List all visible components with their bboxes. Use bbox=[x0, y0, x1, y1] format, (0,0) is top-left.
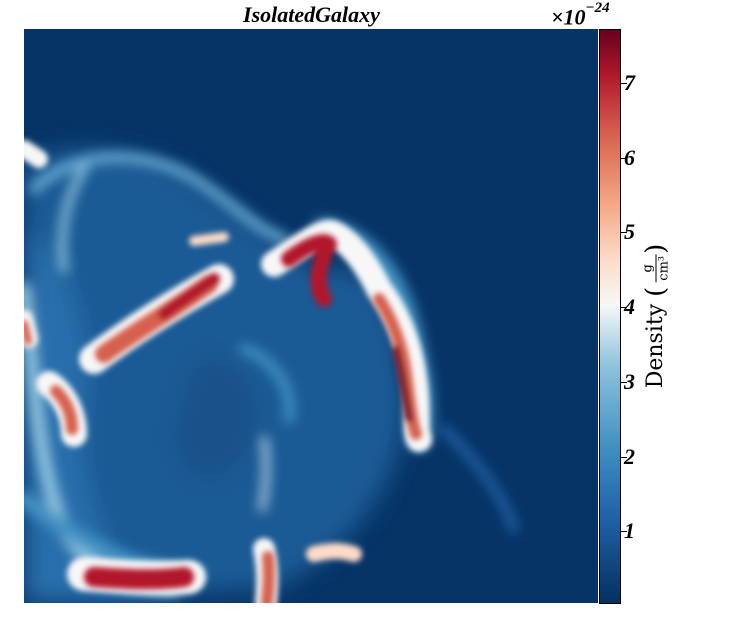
density-slice-image bbox=[24, 29, 598, 603]
colorbar-tick-2 bbox=[621, 457, 627, 458]
colorbar-multiplier: ×10−24 bbox=[551, 0, 610, 30]
colorbar-tick-5 bbox=[621, 232, 627, 233]
colorbar-tick-7 bbox=[621, 83, 627, 84]
unit-denominator: cm³ bbox=[656, 255, 672, 281]
colorbar bbox=[599, 29, 621, 604]
colorbar-tick-label-3: 3 bbox=[624, 369, 635, 394]
unit-numerator: g bbox=[640, 253, 657, 283]
colorbar-tick-label-6: 6 bbox=[624, 145, 635, 170]
plot-title: IsolatedGalaxy bbox=[243, 2, 380, 27]
colorbar-tick-3 bbox=[621, 382, 627, 383]
colorbar-unit: g cm³ bbox=[640, 253, 672, 283]
colorbar-tick-1 bbox=[621, 531, 627, 532]
colorbar-label: Density (g cm³) bbox=[640, 243, 672, 389]
colorbar-quantity: Density bbox=[643, 303, 668, 389]
multiplier-exponent: −24 bbox=[585, 0, 610, 16]
colorbar-tick-label-7: 7 bbox=[624, 70, 635, 95]
multiplier-base: ×10 bbox=[551, 4, 586, 30]
colorbar-tick-label-4: 4 bbox=[624, 294, 635, 319]
colorbar-tick-label-5: 5 bbox=[624, 219, 635, 244]
colorbar-tick-label-1: 1 bbox=[624, 518, 635, 543]
colorbar-tick-4 bbox=[621, 307, 627, 308]
colorbar-tick-label-2: 2 bbox=[624, 444, 635, 469]
colorbar-tick-6 bbox=[621, 158, 627, 159]
